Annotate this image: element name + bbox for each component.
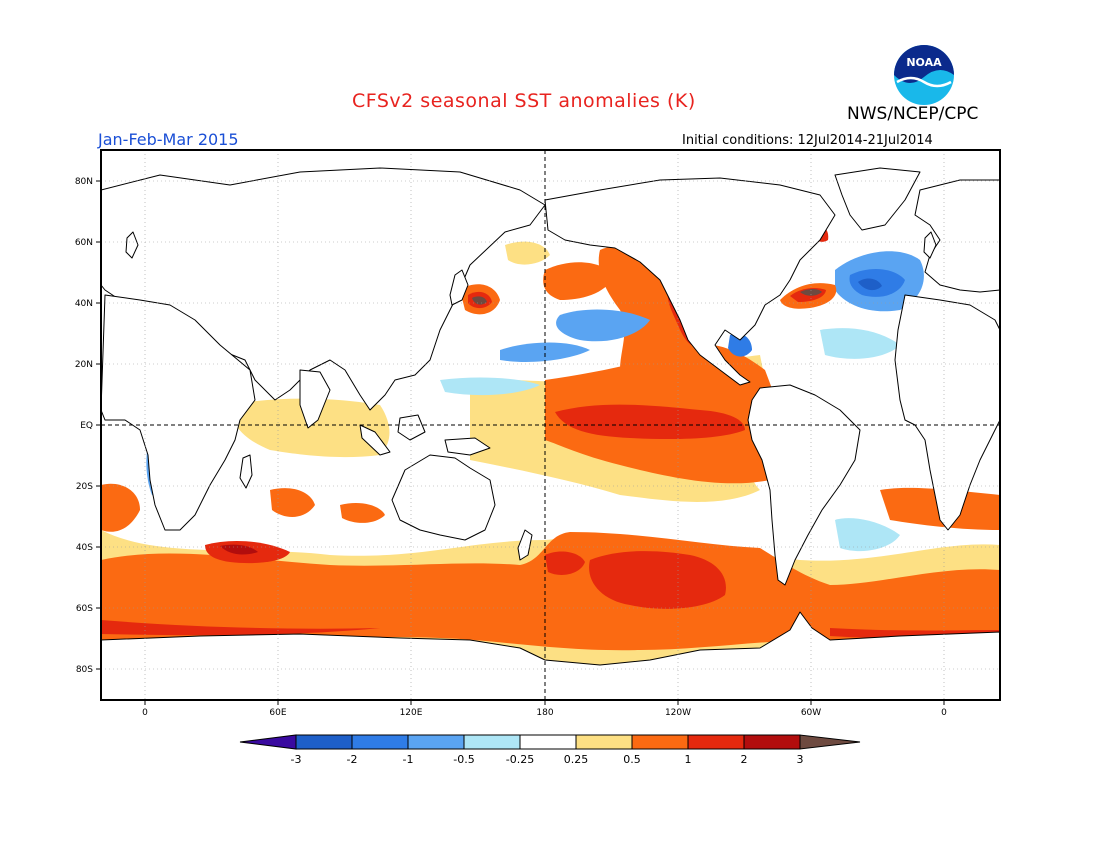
british-isles xyxy=(125,231,139,259)
lat-label: 80N xyxy=(75,177,93,187)
lat-label: 40N xyxy=(75,299,93,309)
colorbar-label: -3 xyxy=(291,753,302,766)
lon-label: 120W xyxy=(665,708,691,718)
north-pacific-blue xyxy=(556,309,650,342)
chart-title: CFSv2 seasonal SST anomalies (K) xyxy=(352,90,696,112)
india xyxy=(299,369,331,429)
colorbar-box xyxy=(295,734,353,750)
colorbar-label: -2 xyxy=(347,753,358,766)
colorbar-box xyxy=(743,734,801,750)
southern-ocean-warm xyxy=(101,532,1000,651)
north-pacific-light-blue xyxy=(440,377,540,396)
kuroshio-max xyxy=(472,296,487,305)
japan xyxy=(449,269,469,306)
continents xyxy=(101,167,1000,700)
south-pacific-red xyxy=(589,551,726,609)
lon-label: 60W xyxy=(801,708,821,718)
noaa-logo: NOAA xyxy=(894,45,954,105)
colorbar-box xyxy=(575,734,633,750)
lon-label: 0 xyxy=(142,708,148,718)
colorbar-arrow-right xyxy=(799,734,861,750)
north-atlantic-dark-blue xyxy=(858,278,882,291)
lon-label: 180 xyxy=(536,708,553,718)
new-guinea xyxy=(444,437,491,456)
initial-conditions-label: Initial conditions: 12Jul2014-21Jul2014 xyxy=(682,133,933,148)
lat-label: 20S xyxy=(76,482,93,492)
bering-orange xyxy=(505,241,550,265)
greenland xyxy=(834,167,921,231)
sumatra xyxy=(359,424,391,456)
south-america-landmass xyxy=(747,384,861,586)
logo-text: NOAA xyxy=(906,56,942,69)
southern-ocean-red-streak xyxy=(101,620,380,636)
tropical-atlantic-light-blue xyxy=(820,328,900,359)
colorbar-label: 2 xyxy=(741,753,748,766)
lat-label: 60S xyxy=(76,604,93,614)
colorbar-label: 1 xyxy=(685,753,692,766)
south-indian-orange-patch-2 xyxy=(340,503,385,523)
colorbar-label: 0.5 xyxy=(623,753,641,766)
colorbar-box xyxy=(631,734,689,750)
colorbar-arrow-left xyxy=(239,734,297,750)
south-atlantic-orange-west xyxy=(101,483,140,532)
north-pacific-blue-streak xyxy=(500,342,590,362)
europe-east-edge xyxy=(914,179,1000,293)
africa-east-edge xyxy=(894,294,1000,531)
colorbar-label: -0.25 xyxy=(506,753,534,766)
new-zealand xyxy=(517,529,533,561)
australia-landmass xyxy=(391,454,496,541)
indian-ocean-yellow xyxy=(230,398,390,458)
colorbar-label: 0.25 xyxy=(564,753,589,766)
colorbar-box xyxy=(407,734,465,750)
colorbar-box xyxy=(519,734,577,750)
south-pacific-red-2 xyxy=(545,551,585,575)
lon-label: 120E xyxy=(400,708,423,718)
north-america-landmass xyxy=(544,177,836,386)
british-isles-east xyxy=(923,231,937,259)
northeast-pacific-orange xyxy=(543,262,615,300)
map-field xyxy=(101,150,1000,700)
south-indian-orange-patch xyxy=(270,488,315,517)
lat-label: 40S xyxy=(76,543,93,553)
colorbar-box xyxy=(687,734,745,750)
colorbar-label: -0.5 xyxy=(453,753,474,766)
agency-label: NWS/NCEP/CPC xyxy=(847,104,979,124)
lat-label: 20N xyxy=(75,360,93,370)
colorbar-label: 3 xyxy=(797,753,804,766)
season-label: Jan-Feb-Mar 2015 xyxy=(98,130,239,149)
gulf-stream-max xyxy=(800,289,822,296)
antarctica xyxy=(101,611,1000,700)
colorbar-label: -1 xyxy=(403,753,414,766)
caribbean-blue xyxy=(728,333,752,357)
lat-label: EQ xyxy=(80,421,93,431)
colorbar-boxes xyxy=(239,734,861,750)
lon-label: 0 xyxy=(941,708,947,718)
lon-label: 60E xyxy=(269,708,286,718)
colorbar-box xyxy=(463,734,521,750)
lat-label: 80S xyxy=(76,665,93,675)
pacific-red-core xyxy=(555,404,745,440)
madagascar xyxy=(239,454,253,489)
tick-marks xyxy=(96,180,945,705)
lat-label: 60N xyxy=(75,238,93,248)
north-pacific-orange xyxy=(598,246,700,371)
borneo xyxy=(397,414,426,441)
colorbar-box xyxy=(351,734,409,750)
brazil-blue xyxy=(835,518,900,552)
